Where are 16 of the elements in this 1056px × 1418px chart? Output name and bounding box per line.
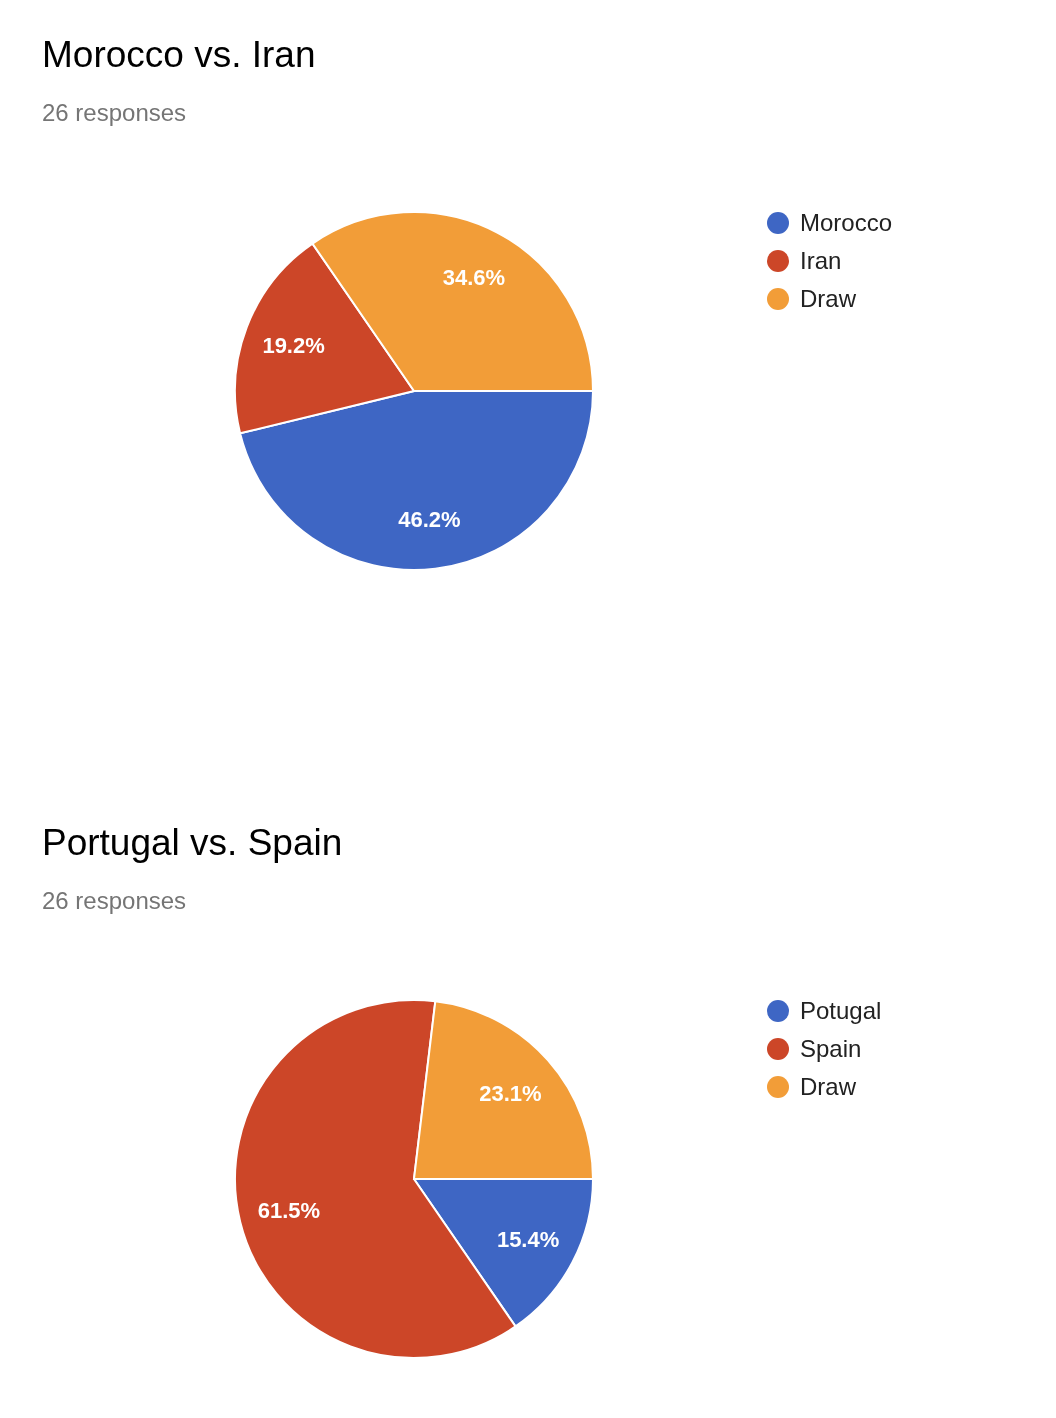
chart-title: Portugal vs. Spain (42, 822, 343, 863)
legend-label: Potugal (800, 997, 882, 1025)
data-label: 61.5% (257, 1197, 321, 1223)
chart-subtitle: 26 responses (42, 887, 187, 914)
data-label: 23.1% (479, 1081, 542, 1107)
legend-label: Draw (800, 1073, 857, 1101)
chart-title: Morocco vs. Iran (42, 34, 316, 75)
legend-label: Iran (800, 247, 842, 275)
data-label: 15.4% (496, 1226, 560, 1252)
legend-label: Spain (800, 1035, 862, 1063)
legend-label: Draw (800, 285, 857, 313)
data-label: 34.6% (442, 264, 506, 290)
legend-label: Morocco (800, 209, 893, 237)
chart-subtitle: 26 responses (42, 99, 187, 126)
data-label: 19.2% (262, 332, 325, 358)
data-label: 46.2% (398, 506, 461, 532)
